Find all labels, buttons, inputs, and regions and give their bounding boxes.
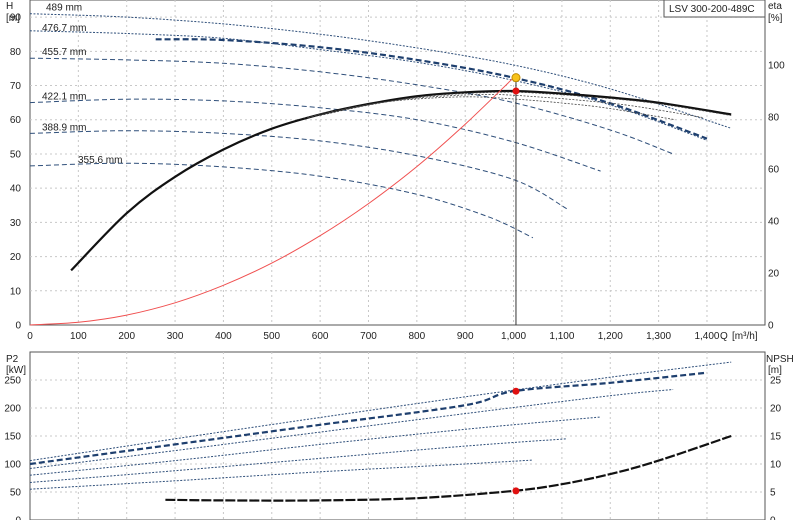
power-point-marker (512, 387, 520, 395)
efficiency-curve-1 (70, 89, 732, 272)
head-curve-label-4: 455.7 mm (42, 47, 86, 58)
efficiency-point-marker (512, 87, 520, 95)
x-tick-label-900: 900 (457, 331, 474, 342)
head-curve-label-2: 476.7 mm (42, 23, 86, 34)
head-curve-2 (155, 38, 708, 140)
x-tick-label-1300: 1,300 (646, 331, 671, 342)
p2-tick-label-0: 0 (15, 516, 21, 521)
eta-tick-label-100: 100 (768, 61, 785, 72)
head-axis-name: H (6, 1, 13, 12)
head-curve-label-5: 422.1 mm (42, 92, 86, 103)
head-curve-7 (29, 162, 534, 239)
eta-tick-label-20: 20 (768, 269, 780, 280)
head-tick-label-30: 30 (10, 218, 22, 229)
npsh-tick-label-5: 5 (770, 488, 776, 499)
x-axis-unit: [m³/h] (732, 331, 758, 342)
head-curve-4 (29, 57, 674, 155)
operating-point-marker (511, 73, 521, 83)
head-panel-frame (29, 0, 766, 326)
head-curve-label-7: 355.6 mm (78, 155, 122, 166)
npsh-axis-unit: [m] (768, 365, 782, 376)
x-tick-label-800: 800 (408, 331, 425, 342)
x-tick-label-1200: 1,200 (598, 331, 623, 342)
grid-layer (30, 0, 765, 520)
npsh-curve-1 (165, 434, 732, 502)
head-curve-label-1: 489 mm (46, 3, 82, 14)
npsh-point-marker (512, 487, 520, 495)
head-curve-label-6: 388.9 mm (42, 122, 86, 133)
head-axis-unit: [m] (6, 13, 20, 24)
head-tick-label-90: 90 (10, 13, 22, 24)
pump-title-box (663, 0, 766, 18)
eta-tick-label-40: 40 (768, 217, 780, 228)
head-tick-label-0: 0 (15, 321, 21, 332)
p2-axis-unit: [kW] (6, 365, 26, 376)
head-curve-3 (29, 30, 708, 141)
p2-tick-label-150: 150 (4, 432, 21, 443)
pump-title: LSV 300-200-489C (669, 4, 755, 15)
p2-tick-label-200: 200 (4, 404, 21, 415)
power-curve-5 (29, 438, 567, 483)
x-tick-label-100: 100 (70, 331, 87, 342)
x-tick-label-1100: 1,100 (549, 331, 574, 342)
x-tick-label-1400: 1,400 (694, 331, 719, 342)
head-curve-5 (29, 98, 601, 172)
head-tick-label-70: 70 (10, 81, 22, 92)
x-tick-label-1000: 1,000 (501, 331, 526, 342)
npsh-tick-label-25: 25 (770, 376, 782, 387)
x-tick-label-500: 500 (263, 331, 280, 342)
efficiency-trace-3 (296, 96, 676, 121)
head-curve-1 (29, 13, 732, 129)
eta-tick-label-60: 60 (768, 165, 780, 176)
eta-tick-label-0: 0 (768, 321, 774, 332)
head-curve-6 (29, 130, 567, 210)
label-layer: 0 100 200 300 400 500 600 700 800 900 1,000 1,100 1,… (4, 3, 785, 525)
head-tick-label-10: 10 (10, 286, 22, 297)
x-tick-label-200: 200 (118, 331, 135, 342)
p2-tick-label-50: 50 (10, 488, 22, 499)
power-curve-4 (29, 416, 601, 476)
x-tick-label-300: 300 (167, 331, 184, 342)
x-tick-label-0: 0 (27, 331, 33, 342)
eta-tick-label-80: 80 (768, 113, 780, 124)
npsh-tick-label-10: 10 (770, 460, 782, 471)
npsh-axis-name: NPSH (766, 354, 794, 365)
x-axis-name: Q (720, 331, 728, 342)
x-tick-label-400: 400 (215, 331, 232, 342)
p2-tick-label-250: 250 (4, 376, 21, 387)
head-tick-label-50: 50 (10, 149, 22, 160)
npsh-tick-label-20: 20 (770, 404, 782, 415)
p2-axis-name: P2 (6, 354, 19, 365)
system-curve (29, 77, 514, 326)
eta-axis-name: eta (768, 1, 782, 12)
npsh-tick-label-0: 0 (770, 516, 776, 521)
power-curve-1 (29, 361, 732, 462)
head-tick-label-60: 60 (10, 115, 22, 126)
power-curve-2 (29, 371, 708, 466)
power-curve-3 (29, 389, 674, 469)
x-tick-label-700: 700 (360, 331, 377, 342)
p2-tick-label-100: 100 (4, 460, 21, 471)
head-tick-label-20: 20 (10, 252, 22, 263)
npsh-tick-label-15: 15 (770, 432, 782, 443)
eta-axis-unit: [%] (768, 13, 783, 24)
curve-layer (29, 13, 732, 502)
head-tick-label-80: 80 (10, 47, 22, 58)
x-tick-label-600: 600 (312, 331, 329, 342)
head-tick-label-40: 40 (10, 184, 22, 195)
